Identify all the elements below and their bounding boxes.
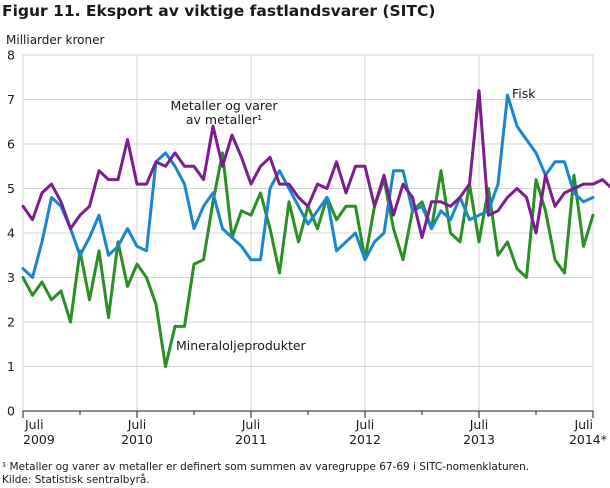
- source-note: Kilde: Statistisk sentralbyrå.: [2, 474, 150, 486]
- y-tick-label: 3: [7, 270, 15, 285]
- y-axis-label: Milliarder kroner: [6, 33, 105, 47]
- x-tick-label-month: Juli: [469, 417, 489, 432]
- series-label-1: Fisk: [512, 86, 536, 101]
- x-tick-label-year: 2014*: [569, 432, 607, 447]
- x-tick-label-month: Juli: [241, 417, 261, 432]
- series-label-0: Metaller og varer: [170, 98, 278, 113]
- x-tick-label-year: 2012: [349, 432, 381, 447]
- y-tick-label: 6: [7, 137, 15, 152]
- series-line-2: [21, 151, 595, 368]
- x-tick-label-month: Juli: [355, 417, 375, 432]
- footnote: ¹ Metaller og varer av metaller er defin…: [2, 461, 530, 473]
- y-tick-label: 0: [7, 404, 15, 419]
- series-line-0: [21, 89, 610, 239]
- y-tick-label: 1: [7, 359, 15, 374]
- x-tick-label-year: 2010: [121, 432, 153, 447]
- series-label-0: av metaller¹: [186, 112, 262, 127]
- series-label-2: Mineraloljeprodukter: [176, 338, 307, 353]
- line-chart: 012345678Juli2009Juli2010Juli2011Juli201…: [7, 48, 610, 447]
- y-tick-label: 4: [7, 226, 15, 241]
- x-tick-label-year: 2013: [463, 432, 495, 447]
- series-line-1: [21, 93, 595, 279]
- y-tick-label: 2: [7, 315, 15, 330]
- x-tick-label-year: 2011: [235, 432, 267, 447]
- chart-title: Figur 11. Eksport av viktige fastlandsva…: [2, 2, 436, 20]
- y-tick-label: 8: [7, 48, 15, 63]
- x-tick-label-month: Juli: [24, 417, 44, 432]
- x-tick-label-month: Juli: [573, 417, 593, 432]
- y-tick-label: 5: [7, 181, 15, 196]
- x-tick-label-month: Juli: [127, 417, 147, 432]
- x-tick-label-year: 2009: [23, 432, 55, 447]
- y-tick-label: 7: [7, 92, 15, 107]
